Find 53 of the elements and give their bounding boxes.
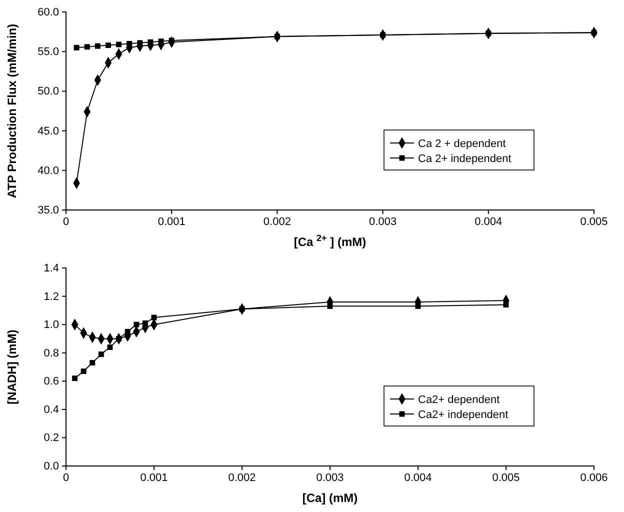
- y-tick-label: 60.0: [38, 6, 59, 19]
- y-tick-label: 45.0: [38, 125, 59, 138]
- x-axis-title: [Ca $^{2+}$ ] (mM): [294, 233, 366, 249]
- point: [80, 368, 86, 374]
- x-tick-label: 0: [62, 472, 70, 484]
- x-tick-label: 0.004: [474, 216, 502, 228]
- x-tick-label: 0.005: [492, 472, 520, 484]
- x-tick-label: 0: [62, 216, 70, 228]
- y-tick-label: 0.8: [44, 347, 59, 360]
- point: [84, 44, 90, 50]
- legend-label: Ca2+ independent: [418, 409, 508, 421]
- x-tick-label: 0.001: [140, 472, 168, 484]
- point: [107, 344, 113, 350]
- x-tick-label: 0.001: [158, 216, 186, 228]
- x-tick-label: 0.002: [263, 216, 291, 228]
- x-tick-label: 0.004: [404, 472, 432, 484]
- y-tick-label: 40.0: [38, 164, 59, 177]
- legend-label: Ca 2+ independent: [418, 153, 512, 165]
- point: [94, 43, 100, 49]
- point: [126, 40, 132, 46]
- x-tick-label: 0.005: [580, 216, 608, 228]
- y-axis-title: [NADH] (mM): [5, 330, 19, 404]
- point: [142, 320, 148, 326]
- point: [134, 322, 140, 328]
- point: [415, 303, 421, 309]
- y-tick-label: 0.2: [44, 432, 59, 444]
- point: [124, 328, 130, 334]
- y-tick-label: 50.0: [38, 86, 59, 98]
- y-tick-label: 1.4: [44, 262, 59, 275]
- y-axis-title: ATP Production Flux (mM/min): [5, 24, 19, 198]
- y-tick-label: 1.0: [44, 319, 59, 332]
- y-tick-label: 1.2: [44, 290, 59, 303]
- point: [72, 376, 78, 382]
- point: [148, 39, 154, 45]
- point: [90, 360, 96, 366]
- y-tick-label: 55.0: [38, 46, 59, 58]
- x-tick-label: 0.006: [580, 472, 608, 484]
- y-tick-label: 0.4: [44, 404, 59, 416]
- point: [116, 42, 122, 48]
- x-tick-label: 0.003: [369, 216, 397, 228]
- y-tick-label: 35.0: [38, 204, 59, 217]
- point: [327, 303, 333, 309]
- legend-label: Ca2+ dependent: [418, 394, 500, 406]
- point: [503, 302, 509, 308]
- point: [74, 44, 80, 50]
- x-axis-title: [Ca] (mM): [302, 491, 358, 505]
- x-tick-label: 0.003: [316, 472, 344, 484]
- x-tick-label: 0.002: [228, 472, 256, 484]
- y-tick-label: 0.6: [44, 376, 59, 388]
- legend-label: Ca 2 + dependent: [418, 138, 506, 150]
- point: [106, 42, 111, 48]
- point: [98, 352, 104, 358]
- y-tick-label: 0.0: [44, 460, 59, 473]
